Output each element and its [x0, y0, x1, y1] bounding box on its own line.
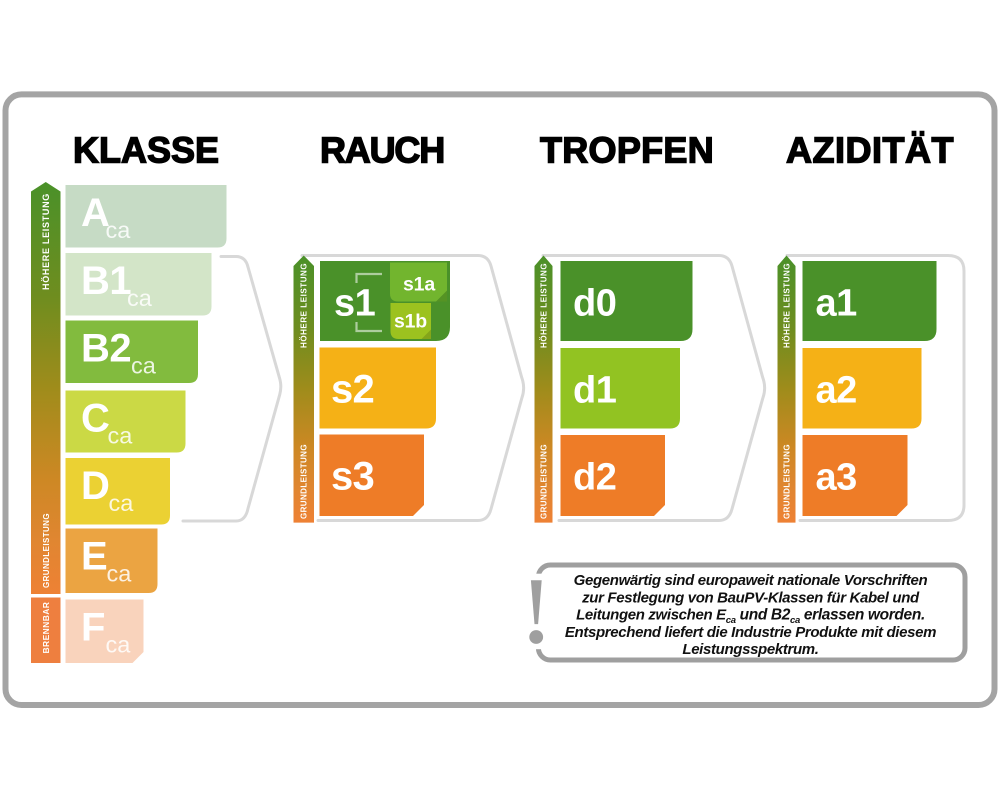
svg-text:TROPFEN: TROPFEN — [540, 130, 714, 171]
svg-text:GRUNDLEISTUNG: GRUNDLEISTUNG — [539, 444, 548, 519]
svg-text:s1b: s1b — [394, 311, 427, 333]
svg-text:ca: ca — [107, 561, 133, 587]
svg-text:HÖHERE LEISTUNG: HÖHERE LEISTUNG — [539, 263, 548, 348]
svg-text:GRUNDLEISTUNG: GRUNDLEISTUNG — [42, 513, 51, 588]
svg-text:KLASSE: KLASSE — [73, 130, 219, 171]
svg-text:GRUNDLEISTUNG: GRUNDLEISTUNG — [300, 444, 309, 519]
svg-text:a2: a2 — [816, 370, 857, 412]
svg-text:C: C — [81, 397, 109, 441]
svg-text:D: D — [81, 464, 109, 508]
svg-text:zur Festlegung von BauPV-Klass: zur Festlegung von BauPV-Klassen für Kab… — [581, 589, 920, 606]
svg-text:s2: s2 — [331, 368, 374, 412]
svg-text:d1: d1 — [573, 370, 617, 412]
svg-text:GRUNDLEISTUNG: GRUNDLEISTUNG — [782, 444, 791, 519]
svg-text:ca: ca — [127, 285, 153, 311]
svg-text:d2: d2 — [573, 457, 616, 499]
svg-text:ca: ca — [109, 490, 135, 516]
svg-text:Leistungsspektrum.: Leistungsspektrum. — [682, 641, 818, 658]
svg-text:AZIDITÄT: AZIDITÄT — [786, 130, 954, 171]
svg-text:a3: a3 — [816, 457, 857, 499]
svg-text:ca: ca — [108, 423, 134, 449]
svg-text:Leitungen zwischen Eca und B2c: Leitungen zwischen Eca und B2ca erlassen… — [576, 607, 925, 627]
svg-text:s1a: s1a — [403, 274, 435, 296]
svg-text:A: A — [81, 191, 109, 235]
svg-text:B1: B1 — [81, 259, 131, 303]
svg-text:HÖHERE LEISTUNG: HÖHERE LEISTUNG — [782, 263, 791, 348]
svg-text:s1: s1 — [334, 283, 376, 325]
svg-text:HÖHERE LEISTUNG: HÖHERE LEISTUNG — [300, 263, 309, 348]
svg-text:a1: a1 — [816, 283, 858, 325]
svg-text:B2: B2 — [81, 327, 131, 371]
svg-text:RAUCH: RAUCH — [320, 130, 444, 171]
svg-text:ca: ca — [131, 353, 157, 379]
svg-text:F: F — [81, 606, 105, 650]
svg-text:ca: ca — [106, 217, 132, 243]
svg-text:BRENNBAR: BRENNBAR — [41, 602, 51, 654]
svg-text:Entsprechend liefert die Indus: Entsprechend liefert die Industrie Produ… — [565, 624, 936, 641]
svg-text:d0: d0 — [573, 283, 616, 325]
svg-text:ca: ca — [106, 632, 132, 658]
svg-text:HÖHERE LEISTUNG: HÖHERE LEISTUNG — [41, 193, 51, 290]
svg-text:Gegenwärtig sind europaweit na: Gegenwärtig sind europaweit nationale Vo… — [574, 572, 928, 589]
svg-text:E: E — [81, 535, 107, 579]
svg-text:s3: s3 — [331, 455, 374, 499]
